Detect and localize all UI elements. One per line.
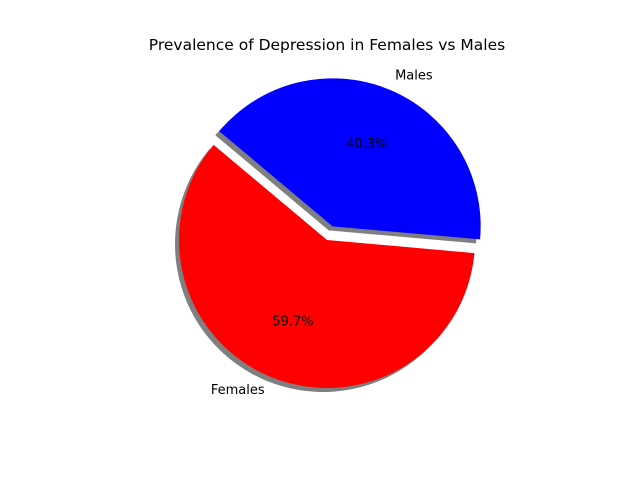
percent-label-females: 59.7%	[272, 315, 313, 330]
slice-label-males: Males	[395, 68, 433, 83]
chart-title: Prevalence of Depression in Females vs M…	[149, 36, 505, 54]
percent-label-males: 40.3%	[346, 137, 387, 152]
label-layer: Females 59.7% Males 40.3%	[211, 68, 433, 397]
pie-slice-males	[219, 78, 481, 240]
slice-layer	[178, 78, 481, 388]
slice-label-females: Females	[211, 383, 265, 398]
pie-slice-females	[178, 144, 475, 388]
